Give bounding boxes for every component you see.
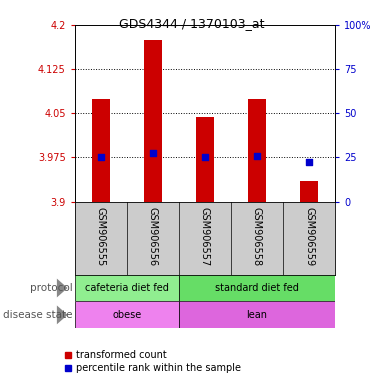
- Bar: [248, 99, 266, 202]
- Text: GSM906556: GSM906556: [148, 207, 158, 266]
- Point: [202, 154, 208, 161]
- Bar: [196, 118, 214, 202]
- Text: GSM906557: GSM906557: [200, 207, 210, 266]
- Text: lean: lean: [247, 310, 267, 320]
- Text: disease state: disease state: [3, 310, 73, 320]
- Bar: [179, 301, 335, 328]
- Text: GSM906559: GSM906559: [304, 207, 314, 266]
- Bar: [75, 275, 179, 301]
- Text: protocol: protocol: [30, 283, 73, 293]
- Text: cafeteria diet fed: cafeteria diet fed: [85, 283, 169, 293]
- Bar: [179, 275, 335, 301]
- Text: GSM906558: GSM906558: [252, 207, 262, 266]
- Polygon shape: [57, 279, 67, 297]
- Point: [306, 159, 312, 165]
- Bar: [300, 181, 318, 202]
- Bar: [144, 40, 162, 202]
- Text: obese: obese: [112, 310, 141, 320]
- Bar: [75, 301, 179, 328]
- Polygon shape: [57, 306, 67, 324]
- Text: standard diet fed: standard diet fed: [215, 283, 299, 293]
- Bar: [92, 99, 110, 202]
- Point: [98, 154, 104, 161]
- Legend: transformed count, percentile rank within the sample: transformed count, percentile rank withi…: [61, 346, 245, 377]
- Text: GDS4344 / 1370103_at: GDS4344 / 1370103_at: [119, 17, 264, 30]
- Point: [150, 150, 156, 156]
- Point: [254, 152, 260, 159]
- Text: GSM906555: GSM906555: [96, 207, 106, 266]
